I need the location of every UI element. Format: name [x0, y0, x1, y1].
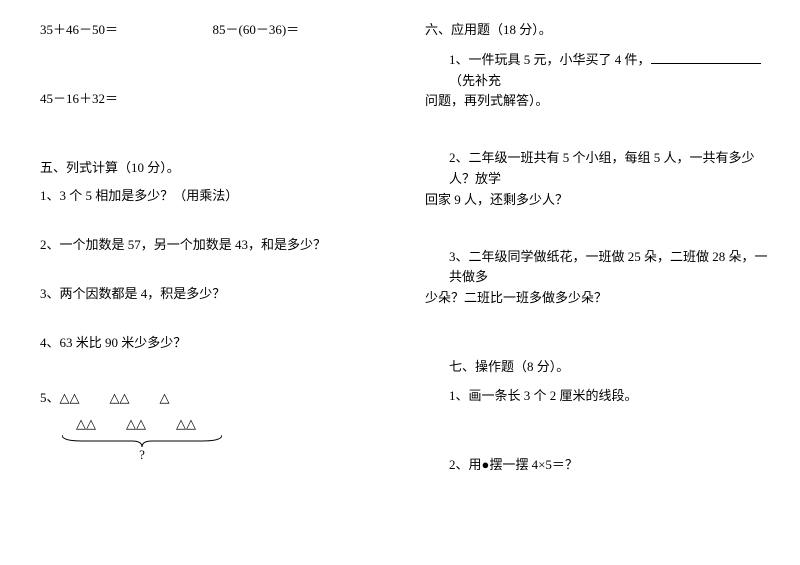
section-5-q4: 4、63 米比 90 米少多少？: [40, 333, 385, 354]
q6-1-c: 问题，再列式解答）。: [425, 91, 770, 112]
section-7-title: 七、操作题（8 分）。: [425, 357, 770, 378]
section-6-q3-a: 3、二年级同学做纸花，一班做 25 朵，二班做 28 朵，一共做多: [425, 247, 770, 289]
section-5-q2: 2、一个加数是 57，另一个加数是 43，和是多少？: [40, 235, 385, 256]
right-column: 六、应用题（18 分）。 1、一件玩具 5 元，小华买了 4 件， （先补充 问题…: [405, 20, 770, 555]
left-column: 35＋46－50＝ 85－(60－36)＝ 45－16＋32＝ 五、列式计算（1…: [40, 20, 405, 555]
section-6-q3-b: 少朵？二班比一班多做多少朵？: [425, 288, 770, 309]
section-7-q2: 2、用●摆一摆 4×5＝？: [425, 455, 770, 476]
q6-1-b: （先补充: [449, 73, 501, 88]
tri-group-5: △△: [126, 414, 146, 435]
equation-row-1: 35＋46－50＝ 85－(60－36)＝: [40, 20, 385, 41]
triangle-row-1: 5、 △△ △△ △: [40, 388, 385, 409]
brace: ?: [62, 435, 222, 466]
q5-prefix: 5、: [40, 388, 60, 409]
section-6-title: 六、应用题（18 分）。: [425, 20, 770, 41]
tri-group-3: △: [160, 388, 170, 409]
tri-group-6: △△: [176, 414, 196, 435]
section-5-title: 五、列式计算（10 分）。: [40, 158, 385, 179]
section-6-q2-b: 回家 9 人，还剩多少人？: [425, 190, 770, 211]
triangle-row-2: △△ △△ △△: [76, 414, 385, 435]
section-6-q1: 1、一件玩具 5 元，小华买了 4 件， （先补充: [425, 49, 770, 92]
equation-1: 35＋46－50＝: [40, 20, 213, 41]
section-5-q1: 1、3 个 5 相加是多少？（用乘法）: [40, 186, 385, 207]
section-7-q1: 1、画一条长 3 个 2 厘米的线段。: [425, 386, 770, 407]
page: 35＋46－50＝ 85－(60－36)＝ 45－16＋32＝ 五、列式计算（1…: [0, 0, 800, 565]
section-5-q5: 5、 △△ △△ △ △△ △△ △△ ?: [40, 382, 385, 466]
q5-question-mark: ?: [62, 445, 222, 466]
equation-2: 85－(60－36)＝: [213, 20, 386, 41]
section-6-q2-a: 2、二年级一班共有 5 个小组，每组 5 人，一共有多少人？放学: [425, 148, 770, 190]
section-5-q3: 3、两个因数都是 4，积是多少？: [40, 284, 385, 305]
tri-group-1: △△: [60, 388, 80, 409]
equation-3: 45－16＋32＝: [40, 89, 385, 110]
tri-group-4: △△: [76, 414, 96, 435]
blank-line: [651, 49, 761, 64]
q6-1-a: 1、一件玩具 5 元，小华买了 4 件，: [449, 52, 651, 67]
tri-group-2: △△: [110, 388, 130, 409]
